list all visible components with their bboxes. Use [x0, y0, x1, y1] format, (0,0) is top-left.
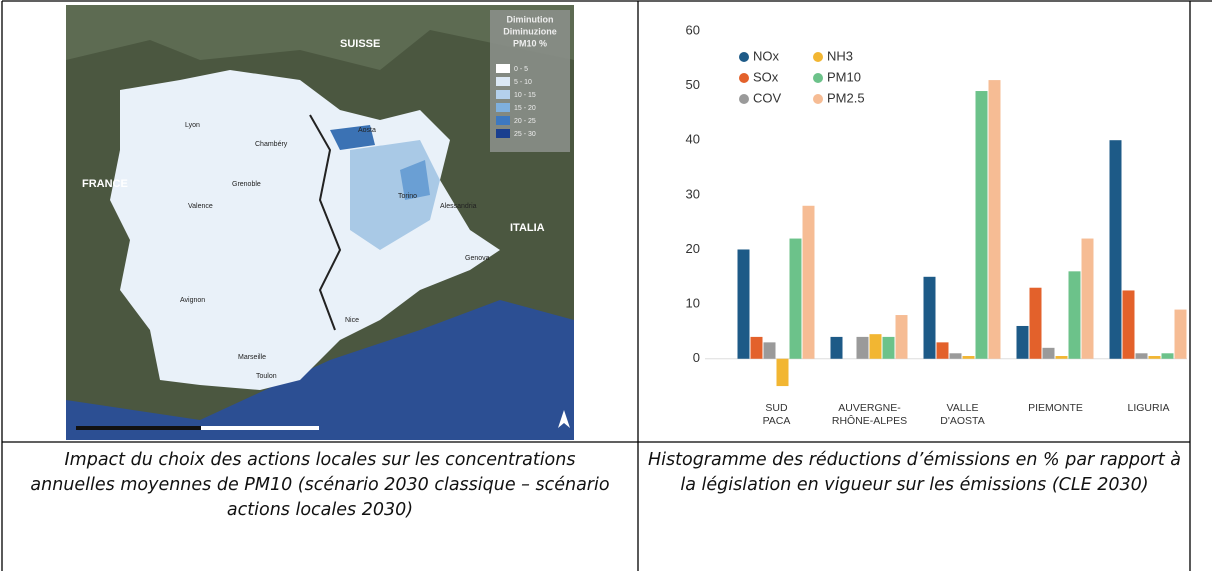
bar — [924, 277, 936, 359]
x-tick-label: PIEMONTE — [1028, 402, 1083, 414]
legend-label: PM2.5 — [827, 90, 865, 105]
bar — [1123, 290, 1135, 358]
map-label: Grenoble — [232, 181, 261, 188]
map-legend-title: PM10 % — [513, 38, 547, 48]
map-legend-label: 0 - 5 — [514, 66, 528, 73]
map-label: Avignon — [180, 297, 205, 304]
map-legend-label: 15 - 20 — [514, 105, 536, 112]
legend-label: PM10 — [827, 69, 861, 84]
x-tick-label: RHÔNE-ALPES — [832, 414, 907, 427]
bar — [976, 91, 988, 359]
map-label: Nice — [345, 317, 359, 324]
map-legend-label: 20 - 25 — [514, 118, 536, 125]
map-image: Diminution Diminuzione PM10 % 0 - 5 5 - 10 10… — [66, 5, 574, 440]
bar — [777, 359, 789, 386]
caption: Histogramme des réductions d’émissions e… — [642, 448, 1187, 498]
map-label: Chambéry — [255, 141, 288, 148]
legend-swatch — [813, 52, 823, 62]
bar — [1136, 353, 1148, 358]
bar — [1017, 326, 1029, 359]
map-legend-swatch — [496, 129, 510, 138]
bar — [896, 315, 908, 359]
x-tick-label: AUVERGNE- — [838, 402, 901, 414]
bar — [1110, 140, 1122, 359]
bar — [751, 337, 763, 359]
bar — [1149, 356, 1161, 359]
map-legend-swatch — [496, 77, 510, 86]
bar — [738, 249, 750, 358]
map-legend-swatch — [496, 103, 510, 112]
bar — [989, 80, 1001, 359]
map-label: Valence — [188, 203, 213, 210]
map-label: Toulon — [256, 373, 277, 380]
bar — [831, 337, 843, 359]
x-tick-label: PACA — [763, 415, 791, 427]
legend-swatch — [739, 52, 749, 62]
bar — [1162, 353, 1174, 358]
map-legend-swatch — [496, 90, 510, 99]
bar — [1175, 310, 1187, 359]
map-legend-title: Diminuzione — [503, 26, 557, 36]
y-tick-label: 60 — [686, 22, 700, 37]
legend-label: SOx — [753, 69, 779, 84]
map-legend-label: 10 - 15 — [514, 92, 536, 99]
bar — [1030, 288, 1042, 359]
map-label: Torino — [398, 193, 417, 200]
page: Diminution Diminuzione PM10 % 0 - 5 5 - 10 10… — [0, 0, 1214, 571]
x-tick-label: LIGURIA — [1127, 402, 1169, 414]
bar — [950, 353, 962, 358]
map-label: SUISSE — [340, 38, 380, 50]
y-tick-label: 50 — [686, 77, 700, 92]
y-tick-label: 10 — [686, 296, 700, 311]
caption: Impact du choix des actions locales sur … — [30, 448, 610, 523]
bar — [1082, 239, 1094, 359]
legend-swatch — [739, 73, 749, 83]
legend-label: NOx — [753, 48, 780, 63]
legend-swatch — [739, 94, 749, 104]
legend-swatch — [813, 94, 823, 104]
legend-label: COV — [753, 90, 782, 105]
bar — [764, 342, 776, 358]
map-legend-title: Diminution — [507, 14, 554, 24]
bar — [857, 337, 869, 359]
map-legend-swatch — [496, 116, 510, 125]
map-legend-label: 5 - 10 — [514, 79, 532, 86]
bar — [937, 342, 949, 358]
map-label: Alessandria — [440, 203, 477, 210]
y-tick-label: 40 — [686, 132, 700, 147]
map-label: Genova — [465, 255, 490, 262]
y-tick-label: 30 — [686, 186, 700, 201]
map-label: Aosta — [358, 127, 376, 134]
map-label: ITALIA — [510, 222, 545, 234]
bar — [1043, 348, 1055, 359]
bar — [790, 239, 802, 359]
map-label: Marseille — [238, 354, 266, 361]
bar — [883, 337, 895, 359]
bar — [803, 206, 815, 359]
map-label: Lyon — [185, 122, 200, 129]
bar — [1069, 271, 1081, 358]
bar — [963, 356, 975, 359]
x-tick-label: VALLE — [947, 402, 979, 414]
bar — [1056, 356, 1068, 359]
legend-label: NH3 — [827, 48, 853, 63]
x-tick-label: D'AOSTA — [940, 415, 984, 427]
bar — [870, 334, 882, 359]
y-tick-label: 0 — [693, 350, 700, 365]
x-tick-label: SUD — [765, 402, 788, 414]
map-legend-swatch — [496, 64, 510, 73]
legend-swatch — [813, 73, 823, 83]
map-legend-label: 25 - 30 — [514, 131, 536, 138]
y-tick-label: 20 — [686, 241, 700, 256]
map-label: FRANCE — [82, 178, 128, 190]
